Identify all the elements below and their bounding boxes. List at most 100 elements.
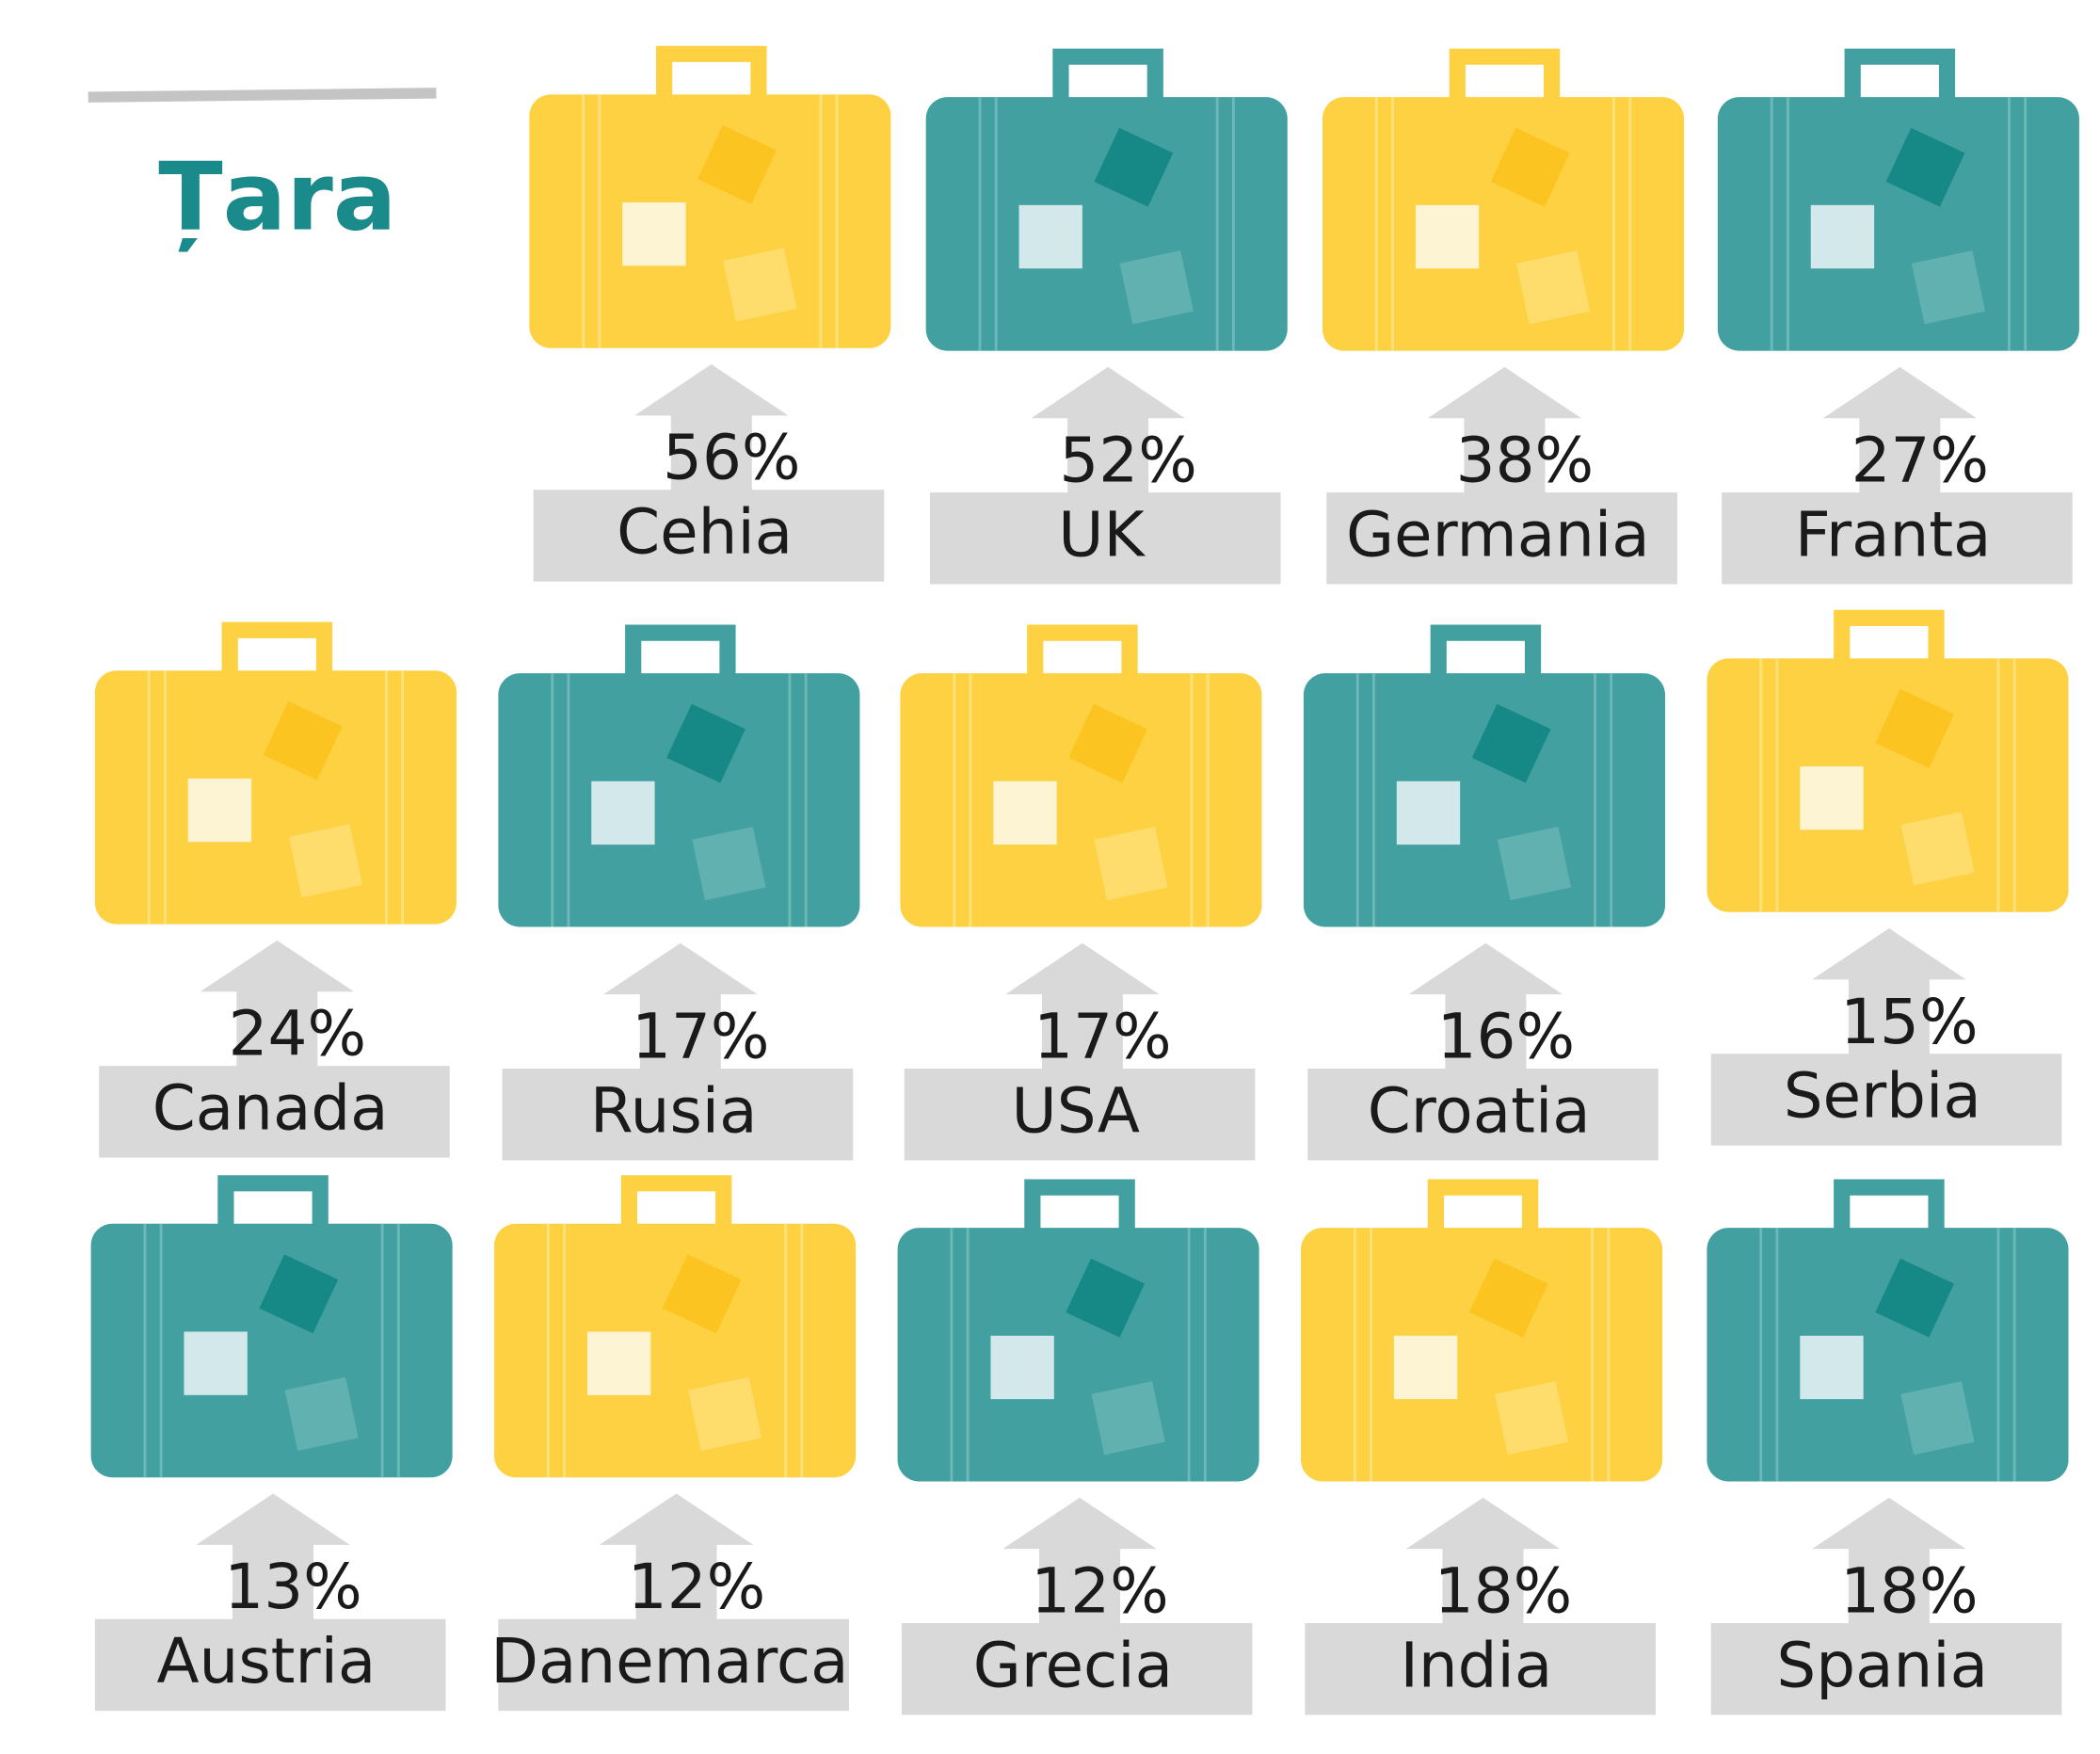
sticker	[662, 1254, 742, 1334]
suitcase-body	[1717, 97, 2079, 351]
arrow	[1405, 1497, 1561, 1626]
suitcase-handle	[1427, 1179, 1539, 1231]
suitcase-body	[494, 1223, 857, 1478]
arrow	[200, 940, 355, 1069]
country-label: Croatia	[1368, 1074, 1591, 1147]
suitcase-handle	[656, 45, 767, 98]
percent-label: 12%	[1031, 1555, 1169, 1628]
suitcase-body	[498, 673, 860, 927]
suitcase-card: 18%India	[1301, 1179, 1663, 1715]
suitcase-body	[900, 673, 1262, 927]
sticker	[259, 1254, 339, 1334]
suitcase-handle	[1834, 1179, 1945, 1231]
suitcase-body	[1322, 97, 1685, 351]
sticker	[1800, 765, 1864, 830]
label-box	[1305, 1622, 1656, 1715]
label-box	[1307, 1068, 1659, 1161]
suitcase-handle	[1449, 48, 1561, 101]
country-label: Rusia	[590, 1074, 758, 1147]
country-label: Spania	[1776, 1629, 1988, 1701]
arrow	[634, 363, 789, 493]
suitcase-handle	[620, 1175, 732, 1227]
sticker	[1471, 703, 1551, 783]
percent-label: 15%	[1840, 986, 1979, 1058]
percent-label: 38%	[1456, 425, 1594, 497]
suitcase-card: 18%Spania	[1707, 1179, 2069, 1715]
sticker	[1018, 204, 1082, 269]
sticker	[622, 201, 686, 266]
label-box	[94, 1618, 446, 1712]
sticker	[1094, 127, 1174, 207]
arrow	[196, 1493, 350, 1622]
sticker	[263, 700, 343, 780]
suitcase-body	[529, 94, 891, 348]
suitcase-card: 56%Cehia	[529, 45, 891, 582]
sticker	[1068, 703, 1148, 783]
country-label: India	[1400, 1629, 1552, 1701]
country-label: Austria	[156, 1625, 376, 1698]
sticker	[187, 778, 252, 843]
percent-label: 52%	[1059, 425, 1197, 497]
percent-label: 17%	[1034, 1001, 1172, 1073]
arrow	[1408, 942, 1563, 1071]
label-box	[904, 1068, 1256, 1161]
suitcase-handle	[217, 1175, 329, 1227]
sticker	[1497, 827, 1572, 901]
sticker	[591, 780, 655, 845]
suitcase-handle	[1027, 624, 1138, 676]
suitcase-card: 52%UK	[925, 48, 1288, 585]
label-box	[502, 1068, 854, 1161]
suitcase-handle	[221, 621, 333, 674]
country-label: Serbia	[1784, 1060, 1981, 1133]
sticker	[1396, 780, 1461, 845]
sticker	[993, 780, 1057, 845]
arrow	[599, 1493, 754, 1622]
percent-label: 16%	[1437, 1001, 1576, 1073]
sticker	[1094, 827, 1168, 901]
suitcase-handle	[1844, 48, 1956, 101]
percent-label: 18%	[1840, 1555, 1979, 1628]
arrow	[1031, 366, 1185, 495]
suitcase-handle	[625, 624, 736, 676]
label-box	[1710, 1054, 2062, 1146]
sticker	[1875, 1258, 1955, 1338]
country-label: Grecia	[973, 1629, 1173, 1701]
country-label: USA	[1012, 1074, 1140, 1147]
sticker	[288, 824, 363, 898]
suitcase-body	[1707, 1228, 2069, 1482]
sticker	[1885, 127, 1965, 207]
arrow	[1427, 366, 1582, 495]
sticker	[1091, 1381, 1165, 1456]
suitcase-body	[1301, 1228, 1663, 1482]
sticker	[184, 1331, 248, 1395]
sticker	[1800, 1335, 1864, 1400]
suitcase-body	[94, 670, 457, 925]
sticker	[1515, 250, 1591, 325]
percent-label: 56%	[663, 422, 801, 494]
suitcase-handle	[1430, 624, 1542, 676]
sticker	[1900, 1381, 1975, 1456]
label-box	[498, 1618, 849, 1712]
suitcase-card: 16%Croatia	[1303, 624, 1665, 1161]
arrow	[1005, 942, 1160, 1071]
sticker	[1393, 1335, 1458, 1400]
arrow	[1002, 1497, 1157, 1626]
label-box	[929, 492, 1281, 585]
arrow	[1812, 927, 1966, 1057]
label-box	[533, 490, 885, 582]
sticker	[1911, 250, 1986, 325]
sticker	[1490, 127, 1570, 207]
sticker	[697, 124, 777, 204]
sticker	[1875, 688, 1955, 768]
sticker	[1415, 204, 1480, 269]
suitcase-card: 38%Germania	[1322, 48, 1685, 585]
title-rule	[88, 88, 437, 103]
suitcase-card: 17%Rusia	[498, 624, 860, 1161]
sticker	[688, 1376, 762, 1451]
sticker	[1900, 812, 1975, 886]
country-label: Franta	[1795, 498, 1992, 571]
percent-label: 18%	[1435, 1555, 1573, 1628]
percent-label: 12%	[628, 1551, 766, 1623]
